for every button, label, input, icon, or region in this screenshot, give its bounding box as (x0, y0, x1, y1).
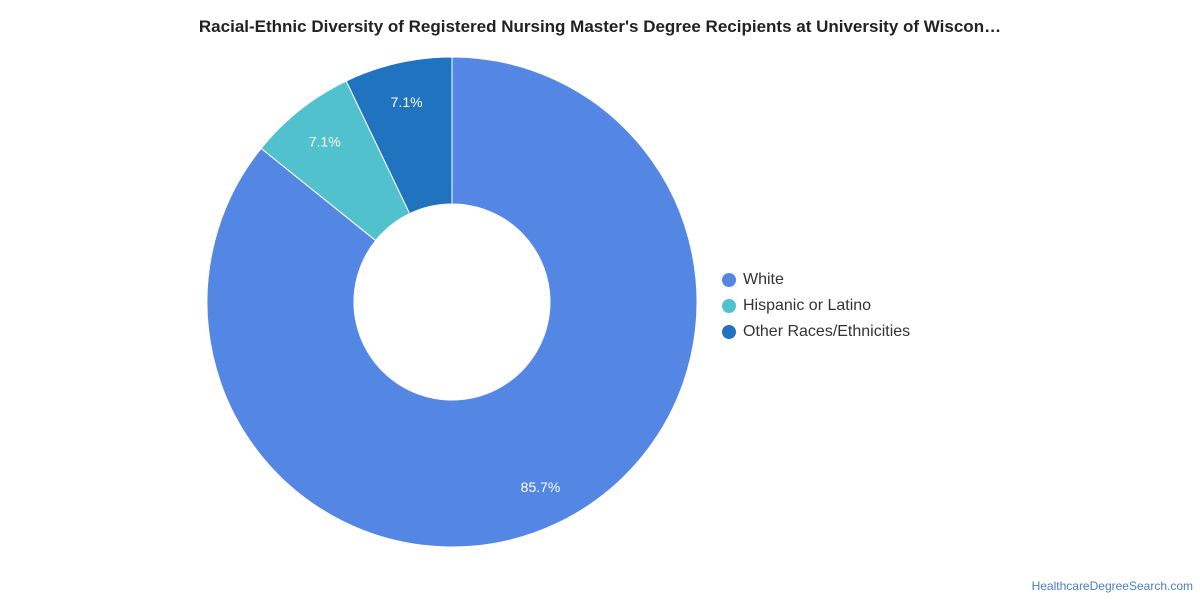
slice-label: 85.7% (521, 479, 561, 495)
slice-white[interactable] (206, 56, 698, 548)
chart-title: Racial-Ethnic Diversity of Registered Nu… (198, 17, 1002, 36)
slice-label: 7.1% (391, 94, 423, 110)
slice-other-races-ethnicities[interactable] (345, 56, 453, 215)
legend: White Hispanic or Latino Other Races/Ethni… (722, 267, 910, 345)
donut-slices (206, 56, 698, 548)
legend-item[interactable]: Hispanic or Latino (722, 293, 910, 319)
legend-label: Other Races/Ethnicities (743, 323, 911, 340)
slice-label: 7.1% (309, 133, 341, 149)
slice-labels: 85.7% 7.1% 7.1% (309, 94, 561, 495)
source-link[interactable]: HealthcareDegreeSearch.com (1031, 579, 1193, 593)
legend-item[interactable]: Other Races/Ethnicities (722, 319, 910, 345)
legend-swatch-icon (722, 299, 736, 313)
legend-swatch-icon (722, 273, 736, 287)
legend-item[interactable]: White (722, 267, 910, 293)
legend-label: White (743, 271, 784, 288)
legend-label: Hispanic or Latino (743, 297, 872, 314)
legend-swatch-icon (722, 325, 736, 339)
